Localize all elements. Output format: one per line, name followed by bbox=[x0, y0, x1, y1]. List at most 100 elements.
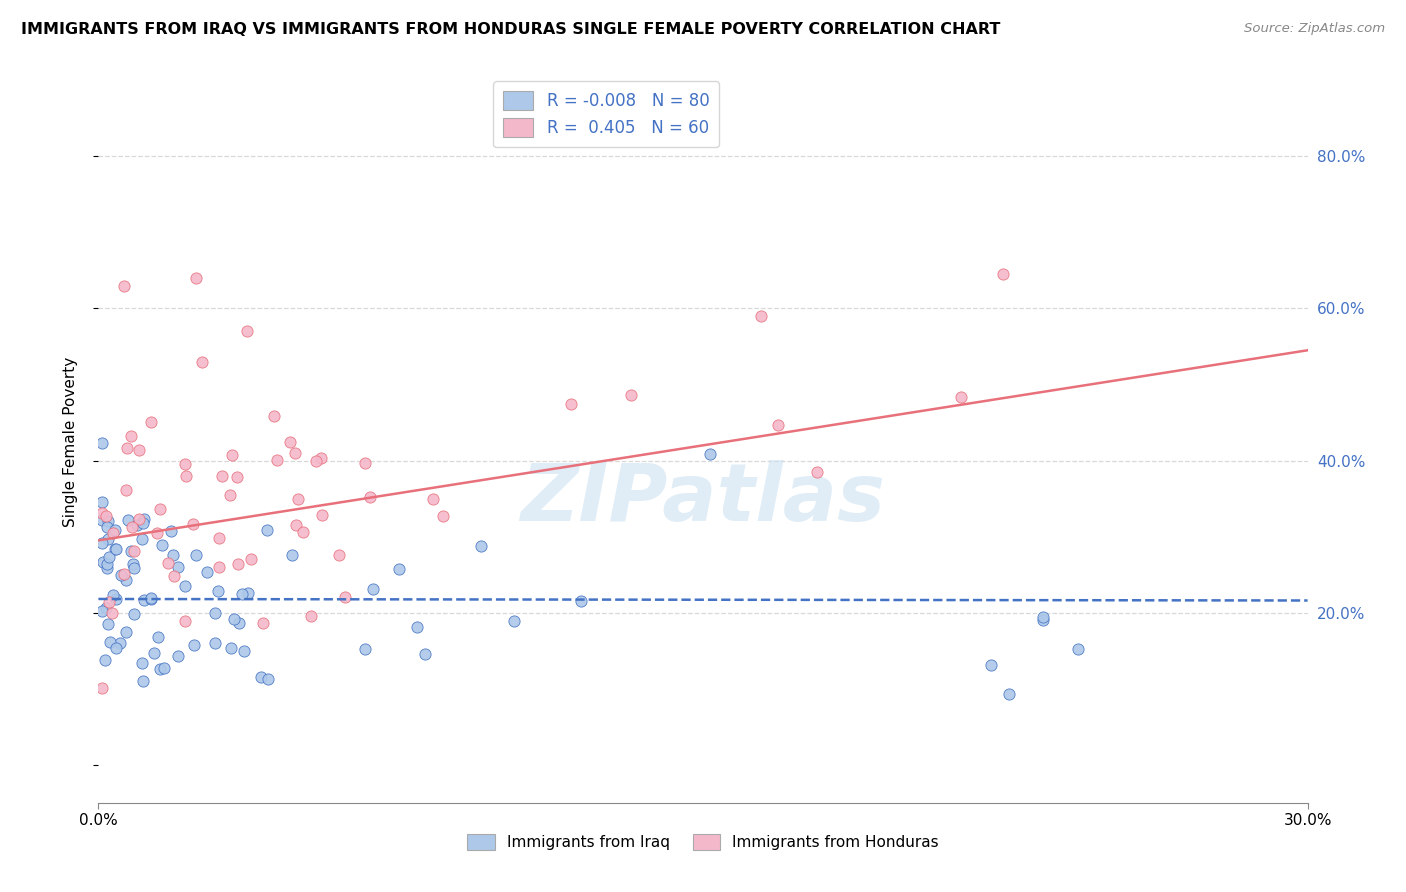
Point bbox=[98, 550, 121, 565]
Point bbox=[287, 492, 309, 507]
Point bbox=[139, 591, 162, 606]
Point bbox=[221, 448, 243, 462]
Point bbox=[162, 548, 184, 562]
Point bbox=[560, 397, 582, 411]
Point bbox=[159, 524, 181, 538]
Point bbox=[204, 636, 226, 650]
Point bbox=[406, 620, 429, 634]
Y-axis label: Single Female Poverty: Single Female Poverty bbox=[63, 357, 77, 526]
Point bbox=[299, 609, 322, 624]
Point bbox=[219, 641, 242, 656]
Point bbox=[112, 566, 135, 581]
Legend: Immigrants from Iraq, Immigrants from Honduras: Immigrants from Iraq, Immigrants from Ho… bbox=[461, 828, 945, 856]
Point bbox=[195, 565, 218, 579]
Point bbox=[191, 355, 214, 369]
Point bbox=[146, 630, 169, 644]
Point bbox=[105, 641, 128, 656]
Point bbox=[149, 662, 172, 676]
Point bbox=[114, 573, 136, 587]
Point bbox=[388, 562, 411, 576]
Point bbox=[333, 590, 356, 604]
Point bbox=[91, 494, 114, 508]
Point bbox=[91, 604, 114, 618]
Point bbox=[167, 560, 190, 574]
Point bbox=[292, 524, 315, 539]
Point bbox=[128, 512, 150, 526]
Point bbox=[993, 267, 1015, 281]
Point bbox=[257, 672, 280, 686]
Point bbox=[208, 531, 231, 545]
Point bbox=[143, 647, 166, 661]
Point bbox=[1032, 613, 1054, 627]
Text: Source: ZipAtlas.com: Source: ZipAtlas.com bbox=[1244, 22, 1385, 36]
Point bbox=[141, 592, 163, 607]
Point bbox=[353, 456, 375, 470]
Point bbox=[749, 309, 772, 323]
Text: IMMIGRANTS FROM IRAQ VS IMMIGRANTS FROM HONDURAS SINGLE FEMALE POVERTY CORRELATI: IMMIGRANTS FROM IRAQ VS IMMIGRANTS FROM … bbox=[21, 22, 1001, 37]
Point bbox=[163, 569, 186, 583]
Point bbox=[94, 601, 117, 615]
Point bbox=[183, 516, 205, 531]
Point bbox=[101, 525, 124, 540]
Point bbox=[620, 388, 643, 402]
Point bbox=[263, 409, 285, 423]
Point bbox=[305, 454, 328, 468]
Point bbox=[112, 278, 135, 293]
Point bbox=[226, 557, 249, 571]
Point bbox=[121, 543, 143, 558]
Point bbox=[231, 586, 253, 600]
Point bbox=[152, 661, 174, 675]
Point bbox=[266, 453, 288, 467]
Point bbox=[1067, 642, 1090, 657]
Point bbox=[173, 579, 195, 593]
Point bbox=[173, 614, 195, 628]
Point bbox=[309, 450, 332, 465]
Point bbox=[97, 616, 120, 631]
Point bbox=[104, 542, 127, 557]
Point bbox=[207, 583, 229, 598]
Point bbox=[156, 556, 179, 570]
Point bbox=[949, 391, 972, 405]
Point bbox=[115, 624, 138, 639]
Point bbox=[359, 490, 381, 504]
Point bbox=[176, 469, 198, 483]
Point bbox=[361, 582, 384, 596]
Point bbox=[96, 519, 118, 533]
Point bbox=[218, 488, 240, 502]
Point bbox=[183, 638, 205, 652]
Point bbox=[806, 466, 828, 480]
Point bbox=[124, 607, 146, 621]
Point bbox=[503, 614, 526, 628]
Point bbox=[470, 539, 492, 553]
Point bbox=[91, 513, 114, 527]
Point bbox=[91, 506, 114, 520]
Point bbox=[281, 548, 304, 562]
Point bbox=[104, 523, 127, 537]
Point bbox=[239, 552, 262, 566]
Point bbox=[238, 586, 260, 600]
Point bbox=[120, 429, 142, 443]
Point bbox=[569, 594, 592, 608]
Point bbox=[104, 541, 127, 556]
Point bbox=[980, 657, 1002, 672]
Point bbox=[1032, 610, 1054, 624]
Point bbox=[252, 616, 274, 631]
Point bbox=[328, 549, 350, 563]
Point bbox=[354, 642, 377, 657]
Point bbox=[97, 514, 120, 528]
Point bbox=[256, 523, 278, 537]
Point bbox=[121, 519, 143, 533]
Point bbox=[149, 502, 172, 516]
Point bbox=[91, 681, 114, 696]
Point bbox=[284, 517, 307, 532]
Point bbox=[91, 436, 114, 450]
Point bbox=[228, 615, 250, 630]
Point bbox=[98, 595, 121, 609]
Point bbox=[96, 561, 118, 575]
Point bbox=[131, 674, 153, 689]
Point bbox=[222, 612, 245, 626]
Point bbox=[93, 653, 115, 667]
Point bbox=[422, 492, 444, 507]
Point bbox=[125, 517, 148, 532]
Point bbox=[128, 443, 150, 458]
